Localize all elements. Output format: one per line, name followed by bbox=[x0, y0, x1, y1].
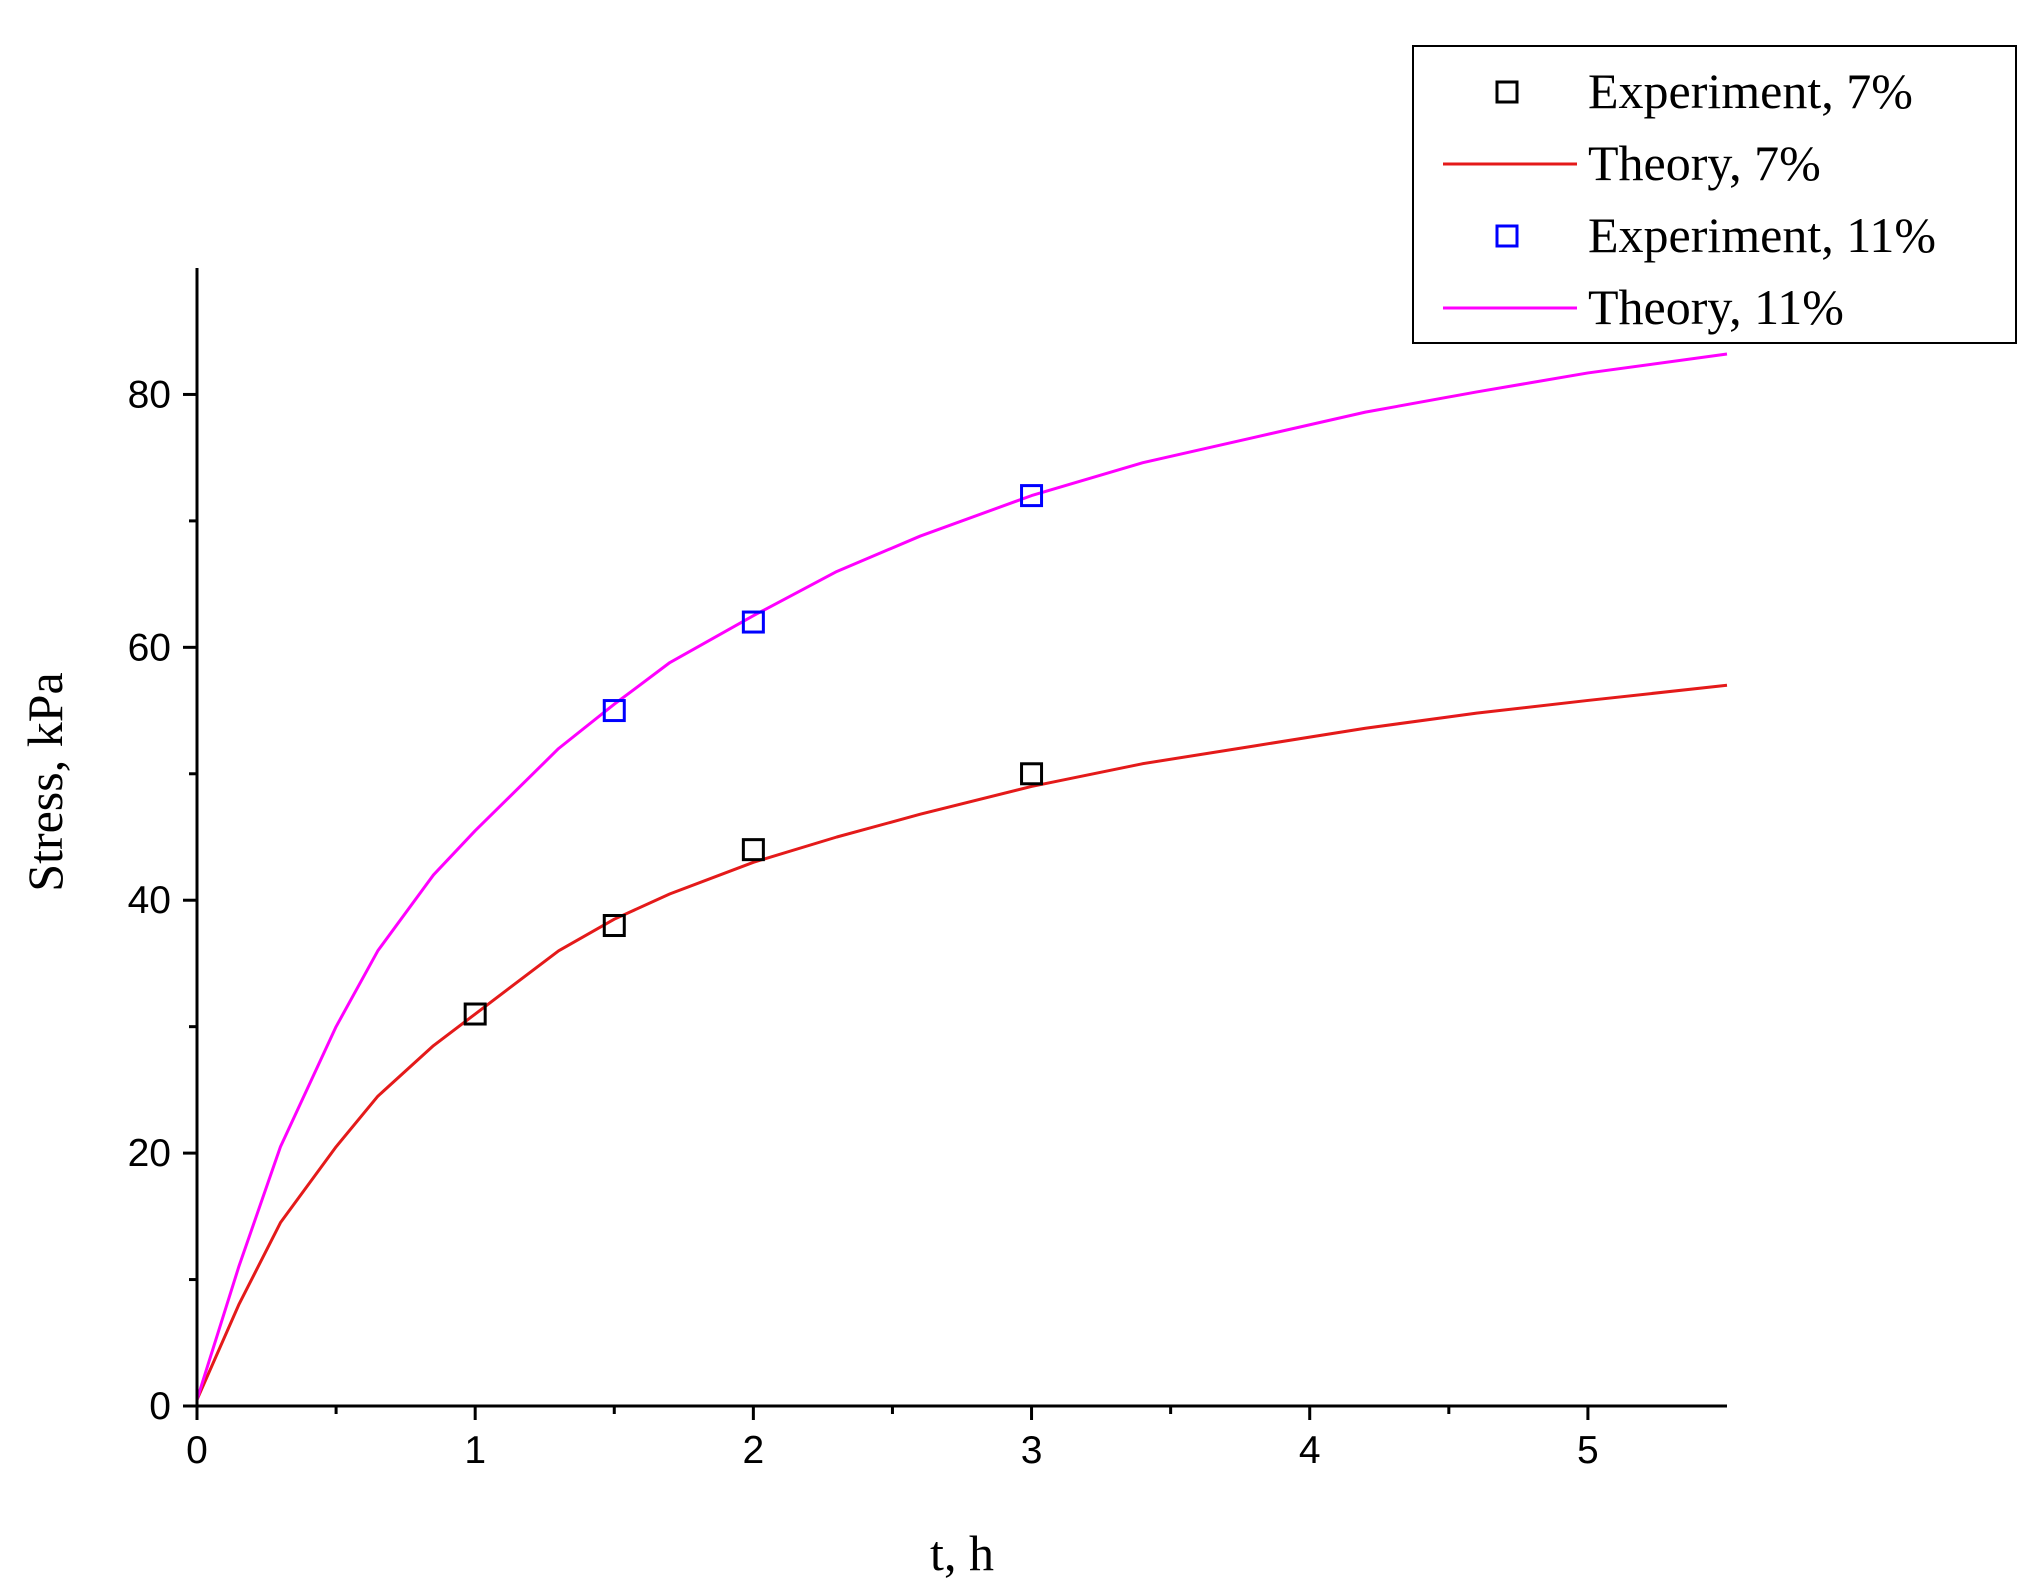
y-axis-title: Stress, kPa bbox=[17, 672, 73, 891]
series-line-theory-7 bbox=[195, 683, 1728, 1401]
x-axis-title: t, h bbox=[930, 1525, 994, 1581]
x-tick-label: 4 bbox=[1299, 1429, 1321, 1472]
plot-area bbox=[195, 352, 1728, 1401]
legend-marker-experiment-7 bbox=[1495, 80, 1519, 104]
data-point-experiment-11 bbox=[741, 610, 765, 634]
x-tick-label: 0 bbox=[186, 1429, 208, 1472]
axes: 0 1 2 3 4 5 0 20 40 60 80 bbox=[128, 268, 1727, 1472]
x-tick-label: 2 bbox=[743, 1429, 765, 1472]
x-tick-label: 5 bbox=[1577, 1429, 1599, 1472]
x-ticks: 0 1 2 3 4 5 bbox=[186, 1406, 1599, 1472]
y-tick-label: 80 bbox=[128, 373, 171, 416]
legend-box bbox=[1412, 45, 2017, 344]
data-point-experiment-7 bbox=[1020, 762, 1044, 786]
data-point-experiment-7 bbox=[602, 914, 626, 938]
y-tick-label: 0 bbox=[149, 1385, 171, 1428]
legend: Experiment, 7% Theory, 7% Experiment, 11% T… bbox=[1412, 45, 2017, 344]
legend-label-theory-11: Theory, 11% bbox=[1588, 279, 1844, 335]
x-tick-label: 3 bbox=[1021, 1429, 1043, 1472]
y-ticks: 0 20 40 60 80 bbox=[128, 373, 197, 1428]
x-tick-label: 1 bbox=[464, 1429, 486, 1472]
series-line-theory-11 bbox=[195, 352, 1728, 1401]
legend-marker-experiment-11 bbox=[1495, 224, 1519, 248]
data-point-experiment-7 bbox=[463, 1002, 487, 1026]
data-point-experiment-7 bbox=[741, 838, 765, 862]
y-tick-label: 60 bbox=[128, 626, 171, 669]
data-point-experiment-11 bbox=[1020, 484, 1044, 508]
legend-label-theory-7: Theory, 7% bbox=[1588, 135, 1821, 191]
y-tick-label: 40 bbox=[128, 879, 171, 922]
legend-label-experiment-7: Experiment, 7% bbox=[1588, 63, 1913, 119]
y-tick-label: 20 bbox=[128, 1132, 171, 1175]
data-point-experiment-11 bbox=[602, 699, 626, 723]
legend-label-experiment-11: Experiment, 11% bbox=[1588, 207, 1936, 263]
